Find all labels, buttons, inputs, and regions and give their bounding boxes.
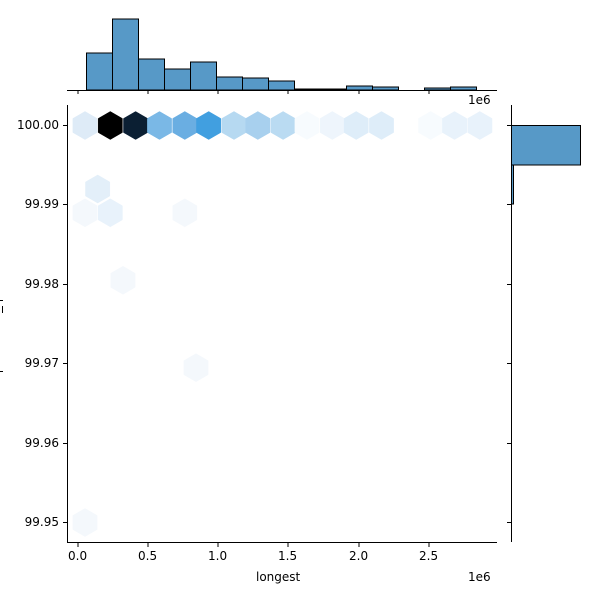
- hexbin-cell: [183, 353, 209, 382]
- right-histogram-ticks: [507, 125, 512, 523]
- hist-bar: [511, 125, 581, 166]
- hist-bar: [112, 18, 139, 91]
- hexbin-cell: [97, 111, 123, 140]
- hexbin-cell: [172, 111, 198, 140]
- hexbin-cell: [245, 111, 271, 140]
- hexbin-cell: [172, 198, 198, 228]
- hexbin-cell: [72, 508, 98, 537]
- hist-bar: [294, 88, 321, 91]
- right-marginal-histogram: [507, 105, 581, 542]
- hexbin-cell: [294, 111, 320, 140]
- hexbin-cell: [343, 111, 369, 140]
- hist-bar: [450, 86, 477, 91]
- top-histogram-ticks: [77, 90, 430, 94]
- hexbin-cell: [110, 266, 136, 295]
- hexbin-cell: [196, 111, 222, 140]
- hist-bar: [320, 88, 347, 91]
- hist-bar: [164, 68, 191, 91]
- y-axis-ticks: [63, 125, 68, 523]
- hist-bar: [242, 77, 269, 91]
- hist-bar: [190, 61, 217, 91]
- ylabel-clipped-fragments: [0, 300, 3, 372]
- hexbin-cell: [123, 111, 148, 140]
- hexbin-cell: [97, 198, 123, 228]
- top-histogram-bars: [86, 18, 477, 91]
- top-marginal-histogram: [67, 18, 497, 94]
- hexbin-cell: [467, 111, 493, 140]
- hexbin-plot: [72, 111, 493, 537]
- hist-bar: [138, 58, 165, 91]
- hexbin-cell: [418, 111, 444, 140]
- hexbin-cell: [147, 111, 172, 140]
- hist-bar: [86, 52, 113, 91]
- hexbin-cell: [270, 111, 296, 140]
- hexbin-cell: [221, 111, 247, 140]
- hist-bar: [424, 87, 451, 91]
- hexbin-cell: [72, 111, 98, 140]
- hexbin-cell: [369, 111, 394, 140]
- hist-bar: [372, 86, 399, 91]
- hist-bar: [216, 76, 243, 91]
- x-axis-ticks: [77, 542, 430, 547]
- hexbin-cell: [319, 111, 345, 140]
- hist-bar: [268, 80, 295, 91]
- hexbin-cell: [85, 174, 111, 204]
- hist-bar: [346, 85, 373, 91]
- hexbin-cell: [442, 111, 467, 140]
- hexbin-cell: [72, 198, 98, 228]
